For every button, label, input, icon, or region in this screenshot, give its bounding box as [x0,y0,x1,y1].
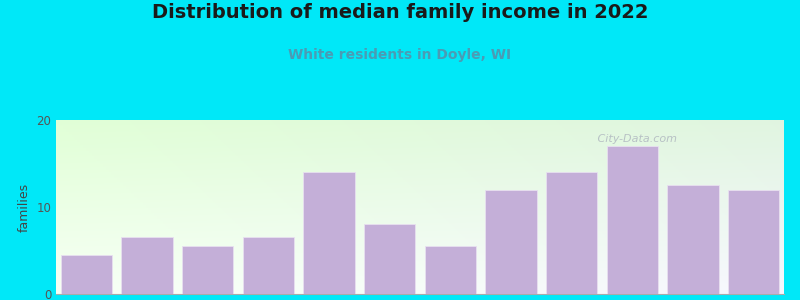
Bar [546,172,598,294]
Text: City-Data.com: City-Data.com [587,134,678,144]
Text: Distribution of median family income in 2022: Distribution of median family income in … [152,3,648,22]
Bar [606,146,658,294]
Bar [242,238,294,294]
Y-axis label: families: families [18,182,30,232]
Text: White residents in Doyle, WI: White residents in Doyle, WI [289,48,511,62]
Bar [182,246,234,294]
Bar [364,224,415,294]
Bar [122,238,173,294]
Bar [728,190,779,294]
Bar [61,255,112,294]
Bar [425,246,476,294]
Bar [667,185,718,294]
Bar [303,172,354,294]
Bar [486,190,537,294]
